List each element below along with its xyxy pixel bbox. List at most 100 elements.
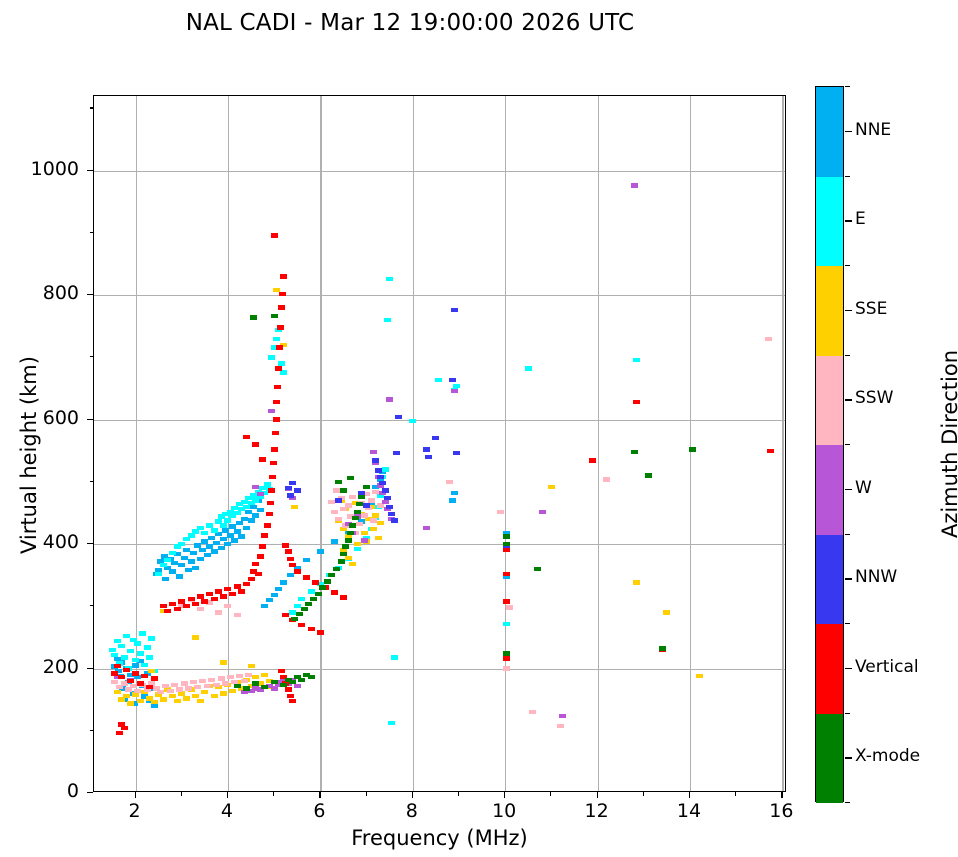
colorbar[interactable] [815, 86, 844, 803]
scatter-point [346, 530, 354, 536]
colorbar-segment-nne[interactable] [816, 87, 843, 177]
colorbar-label-sse: SSE [855, 298, 888, 319]
scatter-point [219, 536, 227, 542]
scatter-point [335, 498, 343, 503]
colorbar-segment-nnw[interactable] [816, 534, 843, 624]
scatter-point [335, 479, 343, 485]
grid-line-vertical [135, 96, 137, 791]
scatter-point [365, 505, 373, 511]
scatter-point [263, 482, 271, 487]
colorbar-boundary-tick [845, 354, 850, 356]
scatter-point [524, 366, 532, 371]
x-tick-label: 6 [313, 800, 326, 822]
scatter-point [372, 489, 380, 494]
scatter-point [270, 680, 278, 685]
scatter-point [434, 377, 442, 382]
scatter-point [196, 594, 204, 599]
scatter-point [276, 345, 284, 350]
scatter-point [363, 492, 371, 497]
scatter-point [131, 701, 139, 706]
scatter-point [261, 604, 269, 609]
page-title: NAL CADI - Mar 12 19:00:00 2026 UTC [185, 10, 635, 36]
scatter-point [178, 563, 186, 568]
x-tick [688, 792, 691, 798]
scatter-point [344, 521, 352, 527]
scatter-point [339, 595, 347, 600]
scatter-point [372, 458, 380, 463]
scatter-point [192, 529, 200, 534]
scatter-point [132, 671, 140, 676]
scatter-point [122, 633, 130, 639]
scatter-point [453, 383, 461, 389]
scatter-point [182, 536, 190, 542]
scatter-point [159, 697, 167, 702]
scatter-point [249, 504, 257, 509]
scatter-point [150, 676, 158, 681]
scatter-point [502, 534, 510, 539]
scatter-point [155, 692, 163, 697]
colorbar-tick [845, 757, 852, 759]
scatter-point [293, 569, 301, 574]
scatter-point [245, 509, 253, 514]
scatter-point [303, 575, 311, 580]
scatter-point [178, 691, 186, 696]
scatter-point [342, 544, 350, 549]
colorbar-label-nnw: NNW [855, 567, 898, 588]
scatter-point [376, 520, 384, 526]
scatter-point [393, 451, 401, 456]
scatter-point [275, 682, 283, 687]
colorbar-segment-x-mode[interactable] [816, 713, 843, 803]
scatter-point [363, 535, 371, 541]
scatter-point [497, 509, 505, 514]
scatter-point [233, 584, 241, 589]
scatter-point [166, 688, 174, 694]
scatter-point [108, 647, 116, 653]
scatter-point [339, 488, 347, 493]
scatter-point [323, 579, 331, 584]
colorbar-segment-e[interactable] [816, 176, 843, 266]
scatter-point [559, 713, 567, 719]
scatter-point [226, 675, 234, 680]
colorbar-segment-w[interactable] [816, 445, 843, 535]
scatter-point [164, 558, 172, 563]
scatter-point [314, 591, 322, 597]
scatter-point [298, 622, 306, 628]
grid-line-horizontal [94, 295, 785, 297]
scatter-point [252, 561, 260, 567]
scatter-point [344, 538, 352, 543]
colorbar-boundary-tick [845, 533, 850, 535]
scatter-point [534, 566, 542, 572]
scatter-point [502, 544, 510, 549]
y-minor-tick [89, 605, 93, 607]
scatter-point [182, 548, 190, 553]
scatter-point [196, 556, 204, 562]
colorbar-segment-ssw[interactable] [816, 355, 843, 445]
colorbar-tick [845, 399, 852, 401]
scatter-point [252, 498, 260, 503]
scatter-point [277, 325, 285, 330]
colorbar-segment-sse[interactable] [816, 266, 843, 356]
scatter-point [312, 580, 320, 585]
x-tick [596, 792, 598, 798]
scatter-point [252, 513, 260, 518]
scatter-point [365, 516, 373, 522]
scatter-point [145, 696, 153, 701]
colorbar-boundary-tick [845, 444, 850, 446]
colorbar-segment-vertical[interactable] [816, 624, 843, 714]
scatter-point [370, 518, 377, 523]
scatter-point [219, 660, 227, 665]
colorbar-boundary-tick [845, 265, 850, 267]
colorbar-label-nne: NNE [855, 119, 892, 140]
scatter-point [383, 495, 391, 501]
scatter-point [120, 655, 128, 660]
scatter-point [173, 606, 181, 611]
scatter-point [173, 544, 181, 549]
scatter-point [289, 680, 297, 685]
scatter-point [242, 686, 250, 691]
scatter-point [252, 681, 260, 686]
scatter-point [212, 682, 220, 687]
scatter-point [261, 685, 269, 690]
scatter-point [252, 675, 260, 680]
scatter-point [270, 233, 278, 238]
scatter-point [293, 683, 301, 689]
